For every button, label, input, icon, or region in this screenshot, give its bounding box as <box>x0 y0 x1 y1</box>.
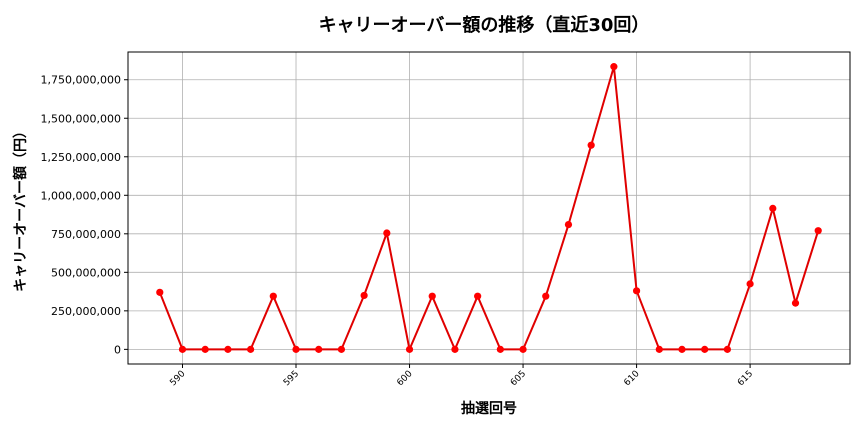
y-tick-label: 1,250,000,000 <box>41 151 121 164</box>
data-point <box>474 292 482 300</box>
data-point <box>519 345 527 353</box>
data-point <box>383 229 391 237</box>
x-tick-label: 605 <box>509 369 528 388</box>
x-tick-label: 615 <box>736 369 755 388</box>
plot-frame <box>127 51 851 365</box>
y-axis-label: キャリーオーバー額（円） <box>12 124 29 292</box>
data-point <box>156 288 164 296</box>
x-tick-label: 590 <box>168 369 187 388</box>
data-point <box>814 227 822 235</box>
data-point <box>678 345 686 353</box>
data-point <box>315 345 323 353</box>
y-tick-label: 1,750,000,000 <box>41 74 121 87</box>
data-point <box>405 345 414 353</box>
y-tick-label: 0 <box>114 343 121 356</box>
data-point <box>791 299 800 307</box>
grid <box>128 52 850 364</box>
chart-title: キャリーオーバー額の推移（直近30回） <box>319 14 650 36</box>
data-point <box>769 204 777 212</box>
data-point <box>723 345 731 353</box>
data-point <box>201 345 209 353</box>
data-point <box>542 292 550 300</box>
data-point <box>564 220 573 229</box>
data-point <box>224 345 232 353</box>
data-point <box>178 345 187 353</box>
data-point <box>610 63 618 71</box>
data-point <box>247 345 255 353</box>
data-point <box>292 345 300 353</box>
y-tick-label: 500,000,000 <box>51 266 121 279</box>
y-tick-label: 1,000,000,000 <box>41 189 121 202</box>
x-tick-label: 610 <box>622 369 641 388</box>
data-point <box>746 280 754 288</box>
data-point <box>496 345 504 353</box>
x-tick-label: 600 <box>395 369 414 388</box>
data-point <box>701 345 709 353</box>
data-point <box>632 287 641 295</box>
y-axis: 0 250,000,000 500,000,000 750,000,000 1,000,… <box>41 74 128 356</box>
data-point <box>428 292 436 300</box>
data-point <box>269 292 277 300</box>
data-point <box>337 345 346 353</box>
data-point <box>451 345 459 353</box>
series <box>156 63 822 353</box>
series-line <box>158 65 820 351</box>
y-tick-label: 750,000,000 <box>51 228 121 241</box>
x-axis-label: 抽選回号 <box>461 400 517 417</box>
y-tick-label: 1,500,000,000 <box>41 112 121 125</box>
x-tick-label: 595 <box>282 369 301 388</box>
x-axis: 590 595 600 605 610 615 <box>168 364 755 388</box>
data-point <box>655 345 663 353</box>
data-point <box>360 291 368 300</box>
y-tick-label: 250,000,000 <box>51 305 121 318</box>
data-point <box>587 141 595 149</box>
